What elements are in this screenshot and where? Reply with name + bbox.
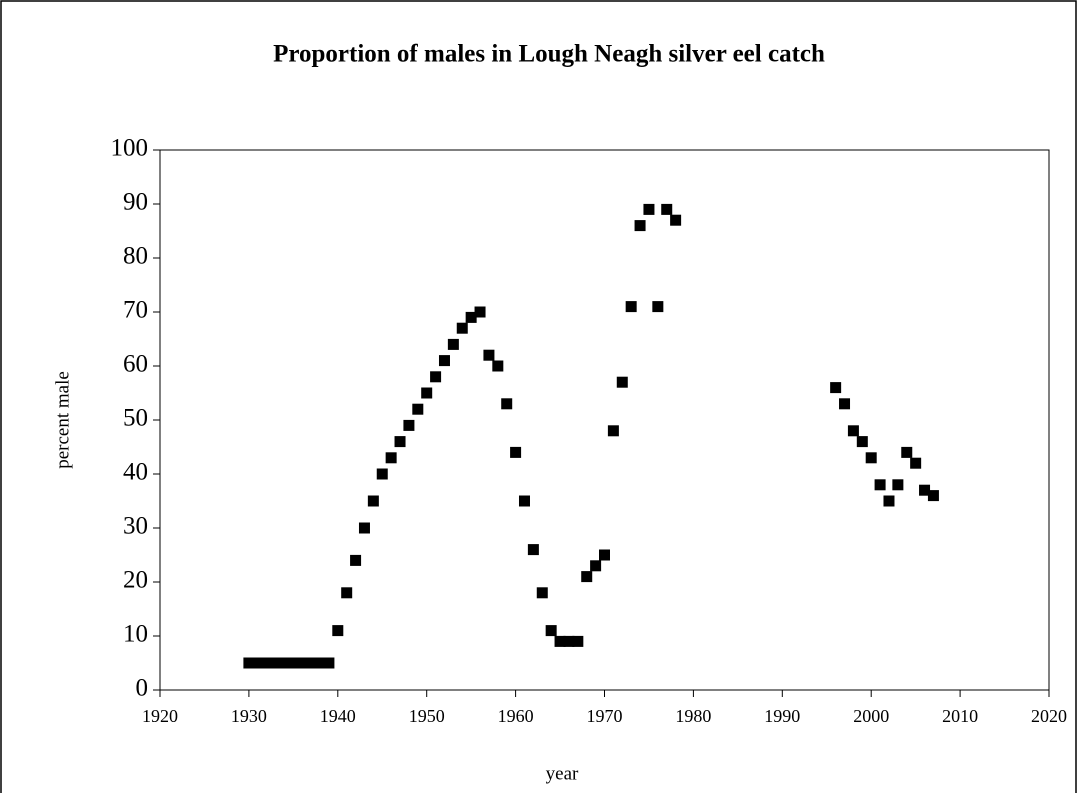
x-axis-label: year xyxy=(546,763,579,784)
marker xyxy=(350,554,362,566)
marker xyxy=(919,484,931,496)
marker xyxy=(652,301,664,313)
marker xyxy=(616,376,628,388)
marker xyxy=(590,560,602,572)
marker xyxy=(270,657,282,669)
marker xyxy=(607,425,619,437)
x-tick-label: 1940 xyxy=(320,706,356,726)
marker xyxy=(536,587,548,599)
marker xyxy=(465,311,477,323)
x-tick-label: 1990 xyxy=(764,706,800,726)
marker xyxy=(661,203,673,215)
x-tick-label: 2010 xyxy=(942,706,978,726)
marker xyxy=(403,419,415,431)
marker xyxy=(883,495,895,507)
x-tick-label: 1960 xyxy=(498,706,534,726)
x-tick-label: 1920 xyxy=(142,706,178,726)
x-tick-label: 1930 xyxy=(231,706,267,726)
y-tick-label: 40 xyxy=(123,459,148,486)
x-tick-label: 2020 xyxy=(1031,706,1067,726)
x-tick-label: 2000 xyxy=(853,706,889,726)
marker xyxy=(839,398,851,410)
marker xyxy=(892,479,904,491)
marker xyxy=(563,635,575,647)
y-tick-label: 70 xyxy=(123,297,148,324)
marker xyxy=(927,490,939,502)
marker xyxy=(252,657,264,669)
marker xyxy=(518,495,530,507)
chart-title: Proportion of males in Lough Neagh silve… xyxy=(273,41,825,68)
y-axis-label: percent male xyxy=(52,371,73,469)
marker xyxy=(856,436,868,448)
marker xyxy=(394,436,406,448)
marker xyxy=(874,479,886,491)
marker xyxy=(296,657,308,669)
marker xyxy=(572,635,584,647)
y-tick-label: 60 xyxy=(123,351,148,378)
marker xyxy=(376,468,388,480)
marker xyxy=(287,657,299,669)
marker xyxy=(358,522,370,534)
marker xyxy=(527,544,539,556)
marker xyxy=(581,571,593,583)
marker xyxy=(430,371,442,383)
marker xyxy=(483,349,495,361)
marker xyxy=(243,657,255,669)
y-tick-label: 50 xyxy=(123,405,148,432)
marker xyxy=(830,382,842,394)
marker xyxy=(385,452,397,464)
y-tick-label: 10 xyxy=(123,621,148,648)
x-tick-label: 1950 xyxy=(409,706,445,726)
marker xyxy=(510,446,522,458)
y-tick-label: 0 xyxy=(136,675,149,702)
marker xyxy=(599,549,610,561)
y-tick-label: 30 xyxy=(123,513,148,540)
marker xyxy=(545,625,557,637)
y-tick-label: 80 xyxy=(123,243,148,270)
x-tick-label: 1980 xyxy=(675,706,711,726)
y-tick-label: 20 xyxy=(123,567,148,594)
marker xyxy=(910,457,922,469)
marker xyxy=(367,495,379,507)
marker xyxy=(474,306,486,318)
marker xyxy=(554,635,566,647)
marker xyxy=(456,322,468,334)
marker xyxy=(865,452,877,464)
marker xyxy=(643,203,655,215)
marker xyxy=(278,657,290,669)
marker xyxy=(305,657,317,669)
marker xyxy=(314,657,326,669)
marker xyxy=(341,587,353,599)
x-tick-label: 1970 xyxy=(587,706,623,726)
marker xyxy=(447,338,459,350)
marker xyxy=(670,214,682,226)
plot-area xyxy=(159,149,1050,691)
marker xyxy=(261,657,273,669)
marker xyxy=(492,360,504,372)
marker xyxy=(332,625,344,637)
marker xyxy=(323,657,335,669)
marker xyxy=(421,387,433,399)
marker xyxy=(847,425,859,437)
y-tick-label: 90 xyxy=(123,189,148,216)
y-tick-label: 100 xyxy=(111,135,149,162)
marker xyxy=(438,355,450,367)
marker xyxy=(634,220,646,232)
marker xyxy=(501,398,513,410)
marker xyxy=(625,301,637,313)
marker xyxy=(901,446,913,458)
marker xyxy=(412,403,424,415)
